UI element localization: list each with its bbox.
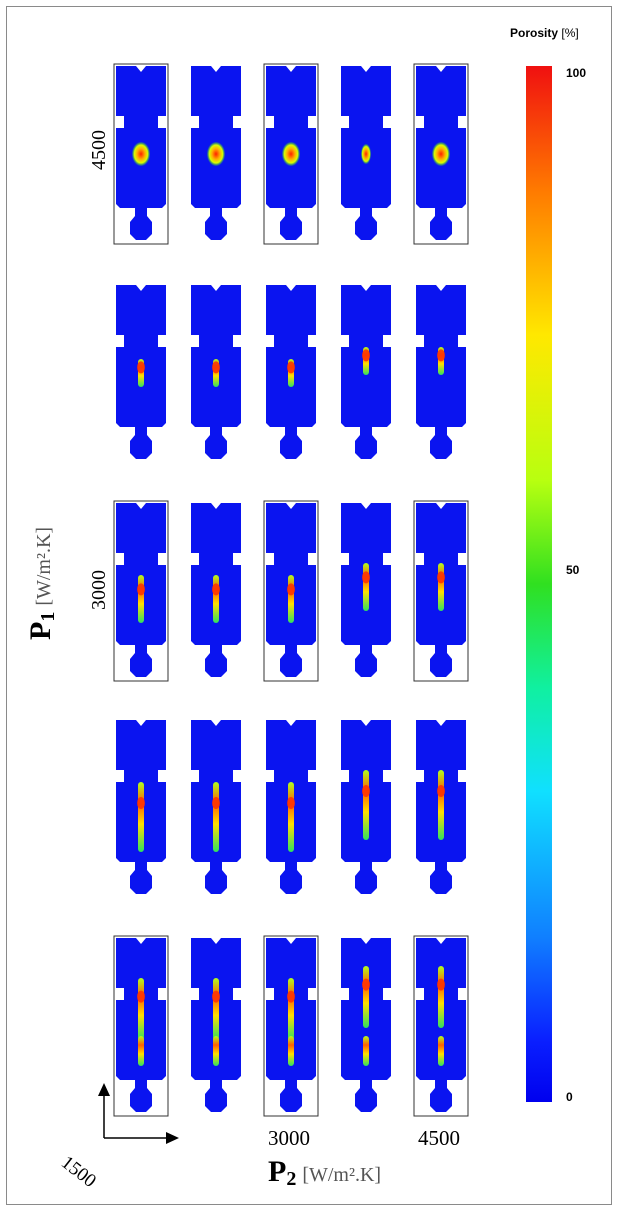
porosity-defect <box>282 142 300 166</box>
porosity-defect <box>212 359 220 387</box>
porosity-defect <box>437 563 445 611</box>
porosity-defect <box>437 966 445 1066</box>
porosity-defect <box>137 575 145 623</box>
porosity-defect <box>287 575 295 623</box>
mold-outline <box>413 500 469 682</box>
simulation-cell <box>116 720 166 894</box>
porosity-defect <box>362 966 370 1066</box>
simulation-cell <box>416 720 466 894</box>
porosity-defect <box>132 142 150 166</box>
simulation-cell <box>416 285 466 459</box>
simulation-cell <box>116 285 166 459</box>
simulation-cell <box>341 503 391 677</box>
p2-subscript: 2 <box>286 1168 297 1191</box>
simulation-cell <box>341 66 391 240</box>
p1-arrow-icon <box>98 1083 110 1096</box>
mold-outline <box>413 63 469 245</box>
porosity-defect <box>207 142 225 166</box>
col-label-4500: 4500 <box>418 1126 460 1150</box>
p2-symbol: P <box>268 1155 287 1188</box>
p2-arrow-icon <box>166 1132 179 1144</box>
colorbar-tick-min: 0 <box>566 1090 573 1104</box>
simulation-cell <box>113 63 169 245</box>
simulation-cell <box>113 500 169 682</box>
porosity-defect <box>437 347 445 375</box>
porosity-defect <box>362 563 370 611</box>
col-label-3000: 3000 <box>268 1126 310 1150</box>
porosity-defect <box>361 144 371 164</box>
simulation-cell <box>266 720 316 894</box>
simulation-cell <box>263 935 319 1117</box>
simulation-cell <box>191 66 241 240</box>
porosity-defect <box>362 347 370 375</box>
porosity-defect <box>287 359 295 387</box>
colorbar-tick-max: 100 <box>566 66 587 80</box>
simulation-cell <box>341 938 391 1112</box>
porosity-defect <box>137 782 145 852</box>
simulation-cell <box>413 63 469 245</box>
simulation-cell <box>413 935 469 1117</box>
simulation-cell <box>341 285 391 459</box>
porosity-defect <box>362 770 370 840</box>
porosity-defect <box>437 770 445 840</box>
porosity-defect <box>212 978 220 1066</box>
simulation-cell <box>191 938 241 1112</box>
simulation-cell <box>341 720 391 894</box>
simulation-cell <box>191 285 241 459</box>
simulation-cell <box>191 503 241 677</box>
colorbar-title: Porosity [%] <box>510 26 579 40</box>
simulation-cell <box>266 285 316 459</box>
porosity-defect <box>137 978 145 1066</box>
simulation-cell <box>113 935 169 1117</box>
figure-frame <box>6 6 612 1205</box>
mold-outline <box>413 935 469 1117</box>
mold-outline <box>113 500 169 682</box>
colorbar-title-text: Porosity <box>510 26 559 40</box>
colorbar-tick-mid: 50 <box>566 563 580 577</box>
simulation-cell <box>191 720 241 894</box>
porosity-defect <box>137 359 145 387</box>
mold-outline <box>113 63 169 245</box>
mold-outline <box>263 935 319 1117</box>
colorbar-title-unit: [%] <box>561 26 579 40</box>
mold-outline <box>263 63 319 245</box>
porosity-defect <box>287 978 295 1066</box>
porosity-defect <box>212 575 220 623</box>
simulation-cell <box>263 63 319 245</box>
p2-axis-label: P2 [W/m².K] <box>268 1155 381 1191</box>
porosity-defect <box>287 782 295 852</box>
mold-outline <box>113 935 169 1117</box>
porosity-defect <box>432 142 450 166</box>
porosity-defect <box>212 782 220 852</box>
simulation-cell <box>263 500 319 682</box>
simulation-cell <box>413 500 469 682</box>
p2-unit: [W/m².K] <box>302 1164 382 1186</box>
porosity-colorbar <box>526 66 552 1102</box>
mold-outline <box>263 500 319 682</box>
